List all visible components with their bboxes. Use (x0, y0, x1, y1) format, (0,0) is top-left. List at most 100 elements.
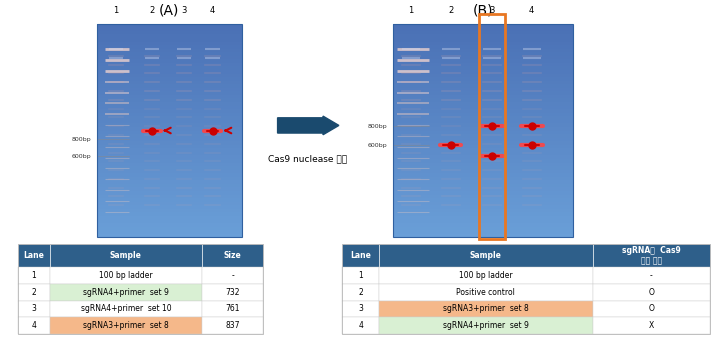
Text: sgRNA3+primer  set 8: sgRNA3+primer set 8 (83, 321, 169, 330)
Bar (97, 113, 242, 116)
Bar (97, 106, 242, 109)
Bar (18, 244, 263, 334)
Bar (393, 109, 573, 113)
Text: 3: 3 (490, 6, 495, 15)
Bar (393, 24, 573, 237)
Text: sgRNA4+primer  set 9: sgRNA4+primer set 9 (443, 321, 528, 330)
Bar (342, 284, 379, 301)
Bar (393, 38, 573, 41)
Bar (97, 209, 242, 212)
Text: 4: 4 (210, 6, 216, 15)
Bar (50, 301, 202, 317)
Bar (97, 84, 242, 88)
Bar (393, 195, 573, 198)
Bar (202, 284, 263, 301)
Text: 1: 1 (358, 271, 363, 280)
Text: 837: 837 (225, 321, 240, 330)
Bar (202, 301, 263, 317)
Bar (97, 145, 242, 148)
Bar (97, 152, 242, 155)
Bar (97, 216, 242, 220)
Bar (97, 59, 242, 63)
Bar (393, 216, 573, 220)
Bar (393, 56, 573, 59)
Bar (97, 141, 242, 145)
Bar (393, 113, 573, 116)
Bar (97, 66, 242, 70)
Bar (393, 177, 573, 180)
Text: 800bp: 800bp (72, 137, 92, 142)
Bar (393, 159, 573, 163)
Text: 600bp: 600bp (368, 143, 387, 148)
Bar (393, 223, 573, 226)
Bar (97, 102, 242, 105)
Bar (393, 123, 573, 127)
Bar (342, 244, 710, 334)
Text: 2: 2 (149, 6, 155, 15)
Bar (393, 145, 573, 148)
Bar (393, 187, 573, 191)
Bar (393, 81, 573, 84)
Text: Sample: Sample (110, 251, 142, 260)
Bar (202, 244, 263, 267)
Bar (393, 70, 573, 74)
Bar (393, 166, 573, 170)
Text: 3: 3 (181, 6, 187, 15)
Bar (379, 244, 593, 267)
Text: Cas9 nuclease 처리: Cas9 nuclease 처리 (268, 154, 348, 163)
Bar (393, 77, 573, 81)
Bar (97, 45, 242, 49)
Text: -: - (650, 271, 653, 280)
Bar (50, 244, 202, 267)
Bar (97, 77, 242, 81)
Bar (50, 267, 202, 284)
Bar (97, 24, 242, 237)
Bar (393, 180, 573, 184)
Bar (593, 284, 710, 301)
Bar (393, 155, 573, 159)
Bar (18, 244, 50, 267)
Text: (B): (B) (473, 3, 493, 17)
Text: -: - (231, 271, 234, 280)
Bar (97, 123, 242, 127)
Bar (593, 267, 710, 284)
Bar (393, 173, 573, 177)
Bar (379, 317, 593, 334)
Bar (393, 102, 573, 105)
Bar (97, 170, 242, 173)
Bar (97, 109, 242, 113)
Bar (393, 205, 573, 209)
Text: sgRNA와  Cas9
결합 여부: sgRNA와 Cas9 결합 여부 (622, 246, 681, 265)
Text: (A): (A) (159, 3, 180, 17)
Bar (97, 116, 242, 120)
Bar (393, 31, 573, 34)
Text: 4: 4 (32, 321, 36, 330)
Bar (50, 317, 202, 334)
Bar (393, 74, 573, 77)
Bar (393, 152, 573, 155)
Bar (18, 284, 50, 301)
Bar (393, 202, 573, 205)
Text: sgRNA3+primer  set 8: sgRNA3+primer set 8 (443, 304, 528, 314)
Text: O: O (648, 304, 654, 314)
Bar (97, 173, 242, 177)
Bar (97, 223, 242, 226)
Text: X: X (649, 321, 654, 330)
Bar (379, 284, 593, 301)
Bar (97, 180, 242, 184)
Text: 1: 1 (32, 271, 36, 280)
Text: 1: 1 (408, 6, 414, 15)
Bar (97, 27, 242, 31)
Bar (393, 191, 573, 195)
Bar (393, 45, 573, 49)
Bar (97, 234, 242, 237)
Bar (393, 138, 573, 141)
Bar (97, 70, 242, 74)
Text: 600bp: 600bp (72, 154, 92, 159)
Bar (393, 84, 573, 88)
Bar (97, 92, 242, 95)
Bar (97, 74, 242, 77)
Bar (393, 98, 573, 102)
Bar (97, 202, 242, 205)
Bar (50, 284, 202, 301)
